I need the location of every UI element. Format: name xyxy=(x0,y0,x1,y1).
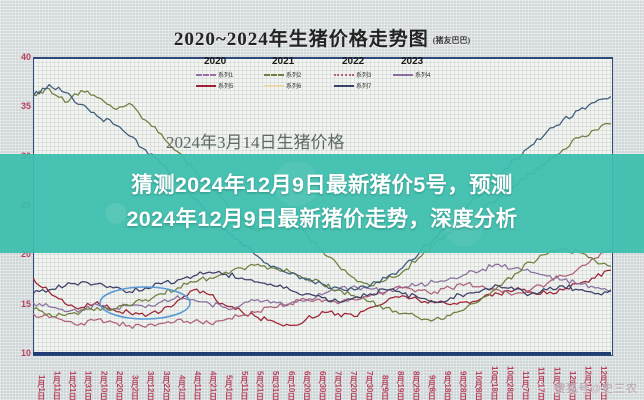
legend-item: 系列4 xyxy=(393,70,430,79)
ellipse-annotation xyxy=(99,286,191,320)
x-axis-tick: 8月9日 xyxy=(380,375,390,400)
x-axis-tick: 3月22日 xyxy=(161,370,171,400)
x-axis-tick: 1月21日 xyxy=(68,370,78,400)
x-axis-line xyxy=(33,352,611,355)
x-axis-tick: 6月10日 xyxy=(286,370,296,400)
x-axis-tick: 1月1日 xyxy=(36,375,46,400)
x-axis-tick: 9月18日 xyxy=(442,370,452,400)
legend-year: 2020 xyxy=(204,56,227,67)
x-axis-tick: 8月19日 xyxy=(396,370,406,400)
y-axis-tick: 20 xyxy=(20,249,31,260)
overlay-band-texture xyxy=(0,154,644,253)
legend-year: 2023 xyxy=(401,56,424,67)
legend-year-row: 2020 2021 2022 2023 xyxy=(196,56,426,70)
legend-series-row-1: 系列1 系列2 系列3 系列4 xyxy=(196,70,430,81)
y-axis-tick: 10 xyxy=(20,348,31,358)
legend-item: 系列6 xyxy=(264,81,301,90)
x-axis-labels: 1月1日 1月11日 1月21日 1月31日 2月10日 2月20日 3月2日 3月12日 3月… xyxy=(33,356,611,400)
x-axis-tick: 3月2日 xyxy=(130,375,140,400)
x-axis-tick: 11月17日 xyxy=(536,366,546,400)
series-line xyxy=(33,247,611,322)
y-axis-tick: 35 xyxy=(20,101,31,112)
chart-legend: 2020 2021 2022 2023 系列1 系列2 系列3 系列4 系列5 系列6 系列7 xyxy=(196,56,430,100)
overlay-band xyxy=(0,154,644,253)
watermark: 搜狐号@史三农 xyxy=(554,383,638,395)
headline-line-1: 猜测2024年12月9日最新猪价5号，预测 xyxy=(131,173,513,197)
headline-line-2: 2024年12月9日最新猪价走势，深度分析 xyxy=(126,207,518,231)
legend-swatch xyxy=(334,84,354,87)
x-axis-tick: 2月20日 xyxy=(114,370,124,400)
x-axis-tick: 11月27日 xyxy=(552,366,562,400)
legend-swatch xyxy=(264,84,284,87)
x-axis-tick: 6月20日 xyxy=(302,370,312,400)
x-axis-tick: 10月8日 xyxy=(474,370,484,400)
y-axis-tick: 15 xyxy=(20,298,31,309)
legend-series-row-2: 系列5 系列6 系列7 xyxy=(196,81,426,92)
legend-swatch xyxy=(334,73,354,76)
x-axis-tick: 12月17日 xyxy=(583,366,593,400)
x-axis-tick: 4月21日 xyxy=(208,370,218,400)
x-axis-tick: 5月21日 xyxy=(255,370,265,400)
chart-title: 2020~2024年生猪价格走势图 (猪友巴巴) xyxy=(0,24,644,51)
legend-year: 2022 xyxy=(342,56,365,67)
x-axis-tick: 10月18日 xyxy=(489,366,499,400)
legend-swatch xyxy=(196,73,216,76)
legend-label: 系列6 xyxy=(286,84,302,90)
legend-swatch xyxy=(264,73,284,76)
legend-label: 系列7 xyxy=(356,84,372,90)
x-axis-tick: 5月31日 xyxy=(271,370,281,400)
legend-label: 系列1 xyxy=(218,73,234,79)
legend-swatch xyxy=(393,73,413,76)
chart-title-source: (猪友巴巴) xyxy=(432,36,471,45)
legend-item: 系列3 xyxy=(334,70,371,79)
x-axis-tick: 9月8日 xyxy=(427,375,437,400)
legend-item: 系列7 xyxy=(334,81,371,90)
x-axis-tick: 1月11日 xyxy=(52,371,62,400)
x-axis-tick: 6月30日 xyxy=(318,370,327,400)
legend-item: 系列1 xyxy=(196,70,233,79)
x-axis-tick: 1月31日 xyxy=(83,370,93,400)
y-axis-tick: 40 xyxy=(20,52,31,62)
legend-label: 系列4 xyxy=(415,73,431,79)
x-axis-tick: 9月28日 xyxy=(458,370,468,400)
legend-item: 系列2 xyxy=(264,70,301,79)
x-axis-tick: 5月1日 xyxy=(224,375,234,400)
x-axis-tick: 4月1日 xyxy=(177,375,187,400)
legend-label: 系列2 xyxy=(286,73,302,79)
chart-title-text: 2020~2024年生猪价格走势图 xyxy=(173,29,429,50)
legend-label: 系列3 xyxy=(356,73,372,79)
legend-item: 系列5 xyxy=(196,81,233,90)
x-axis-tick: 12月7日 xyxy=(567,370,577,400)
x-axis-tick: 7月10日 xyxy=(333,370,343,400)
x-axis-tick: 10月28日 xyxy=(505,366,515,400)
x-axis-tick: 7月30日 xyxy=(364,370,374,400)
x-axis-tick: 3月12日 xyxy=(146,370,156,400)
x-axis-tick: 8月29日 xyxy=(411,370,421,400)
x-axis-tick: 11月7日 xyxy=(521,371,531,400)
series-line xyxy=(33,270,611,304)
x-axis-tick: 5月11日 xyxy=(239,371,249,400)
x-axis-tick: 12月27日 xyxy=(599,366,609,400)
legend-label: 系列5 xyxy=(218,84,234,90)
legend-swatch xyxy=(196,84,216,87)
overlay-headline: 猜测2024年12月9日最新猪价5号，预测 2024年12月9日最新猪价走势，深… xyxy=(0,168,644,236)
series-line xyxy=(33,249,611,330)
x-axis-tick: 4月11日 xyxy=(193,371,203,400)
x-axis-tick: 2月10日 xyxy=(99,370,109,400)
x-axis-tick: 7月20日 xyxy=(349,370,359,400)
chart-subtitle: 2024年3月14日生猪价格 xyxy=(166,133,345,152)
legend-year: 2021 xyxy=(272,56,295,67)
